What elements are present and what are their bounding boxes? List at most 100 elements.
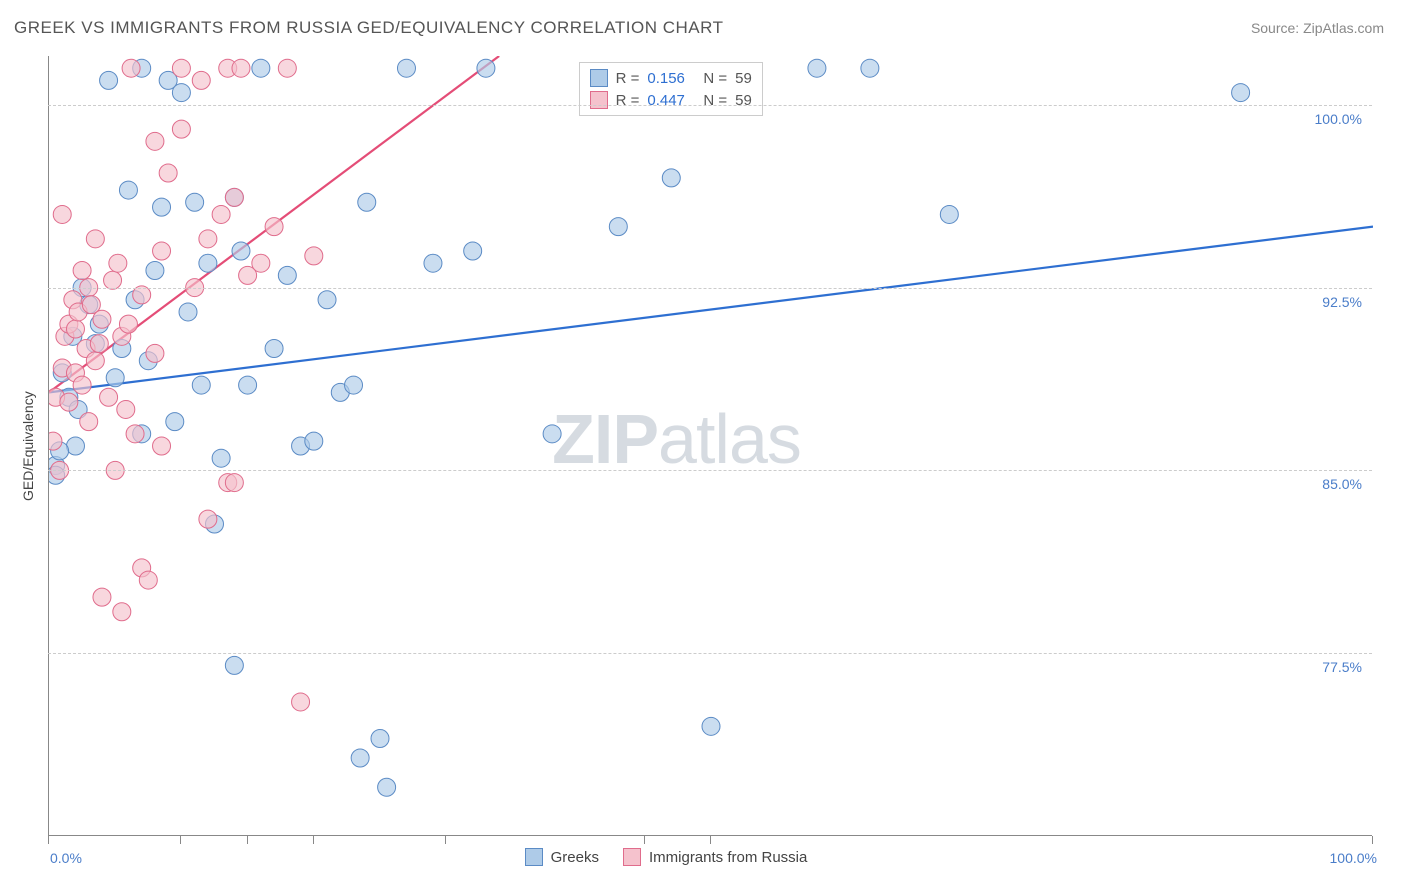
x-tick-mark — [48, 836, 49, 844]
scatter-plot: ZIPatlas R = 0.156 N = 59 R = 0.447 N = … — [48, 56, 1372, 836]
data-point — [225, 656, 243, 674]
data-point — [225, 188, 243, 206]
data-point — [358, 193, 376, 211]
legend-label: Immigrants from Russia — [649, 849, 807, 866]
data-point — [93, 588, 111, 606]
data-point — [139, 571, 157, 589]
data-point — [252, 59, 270, 77]
n-label: N = — [703, 92, 727, 109]
data-point — [861, 59, 879, 77]
data-point — [212, 449, 230, 467]
data-point — [179, 303, 197, 321]
data-point — [100, 388, 118, 406]
data-point — [345, 376, 363, 394]
x-tick-label: 0.0% — [50, 850, 82, 866]
gridline — [48, 470, 1372, 471]
data-point — [278, 266, 296, 284]
data-point — [239, 376, 257, 394]
data-point — [86, 230, 104, 248]
data-point — [73, 262, 91, 280]
legend-swatch — [590, 69, 608, 87]
data-point — [106, 369, 124, 387]
data-point — [119, 315, 137, 333]
data-point — [232, 242, 250, 260]
x-tick-label: 100.0% — [1322, 850, 1377, 866]
data-point — [1232, 84, 1250, 102]
data-point — [212, 205, 230, 223]
data-point — [199, 230, 217, 248]
gridline — [48, 653, 1372, 654]
data-point — [153, 198, 171, 216]
n-value: 59 — [735, 92, 752, 109]
data-point — [192, 376, 210, 394]
data-point — [146, 262, 164, 280]
data-point — [702, 717, 720, 735]
data-point — [305, 432, 323, 450]
data-point — [80, 413, 98, 431]
data-point — [225, 474, 243, 492]
data-point — [172, 84, 190, 102]
data-point — [265, 218, 283, 236]
data-point — [378, 778, 396, 796]
data-point — [133, 286, 151, 304]
data-point — [153, 242, 171, 260]
data-point — [172, 59, 190, 77]
data-point — [86, 352, 104, 370]
data-point — [662, 169, 680, 187]
data-point — [278, 59, 296, 77]
y-axis-label: GED/Equivalency — [20, 391, 36, 501]
data-point — [66, 437, 84, 455]
data-point — [186, 193, 204, 211]
r-value: 0.447 — [647, 92, 695, 109]
chart-title: GREEK VS IMMIGRANTS FROM RUSSIA GED/EQUI… — [14, 18, 723, 38]
data-point — [351, 749, 369, 767]
legend-stats-box: R = 0.156 N = 59 R = 0.447 N = 59 — [579, 62, 763, 116]
legend-label: Greeks — [551, 849, 599, 866]
y-tick-label: 85.0% — [1302, 476, 1362, 492]
legend-item: Immigrants from Russia — [623, 848, 807, 866]
legend-item: Greeks — [525, 848, 599, 866]
data-point — [90, 335, 108, 353]
data-point — [126, 425, 144, 443]
data-point — [117, 400, 135, 418]
r-label: R = — [616, 70, 640, 87]
legend-swatch — [623, 848, 641, 866]
x-tick-mark — [644, 836, 645, 844]
n-label: N = — [703, 70, 727, 87]
y-tick-label: 77.5% — [1302, 659, 1362, 675]
data-point — [60, 393, 78, 411]
data-point — [808, 59, 826, 77]
legend-swatch — [590, 91, 608, 109]
legend-stat-row: R = 0.156 N = 59 — [590, 67, 752, 89]
y-tick-label: 100.0% — [1302, 111, 1362, 127]
x-tick-mark — [710, 836, 711, 844]
n-value: 59 — [735, 70, 752, 87]
data-point — [104, 271, 122, 289]
data-point — [166, 413, 184, 431]
r-value: 0.156 — [647, 70, 695, 87]
data-point — [199, 510, 217, 528]
gridline — [48, 105, 1372, 106]
data-point — [305, 247, 323, 265]
data-point — [122, 59, 140, 77]
data-point — [192, 71, 210, 89]
data-point — [397, 59, 415, 77]
data-point — [477, 59, 495, 77]
data-point — [172, 120, 190, 138]
data-point — [265, 340, 283, 358]
data-point — [146, 132, 164, 150]
data-point — [73, 376, 91, 394]
legend-stat-row: R = 0.447 N = 59 — [590, 89, 752, 111]
data-point — [146, 344, 164, 362]
data-point — [232, 59, 250, 77]
data-point — [113, 603, 131, 621]
data-point — [543, 425, 561, 443]
x-tick-mark — [445, 836, 446, 844]
data-point — [371, 730, 389, 748]
legend-swatch — [525, 848, 543, 866]
data-point — [109, 254, 127, 272]
r-label: R = — [616, 92, 640, 109]
x-tick-mark — [1372, 836, 1373, 844]
data-point — [119, 181, 137, 199]
data-point — [199, 254, 217, 272]
